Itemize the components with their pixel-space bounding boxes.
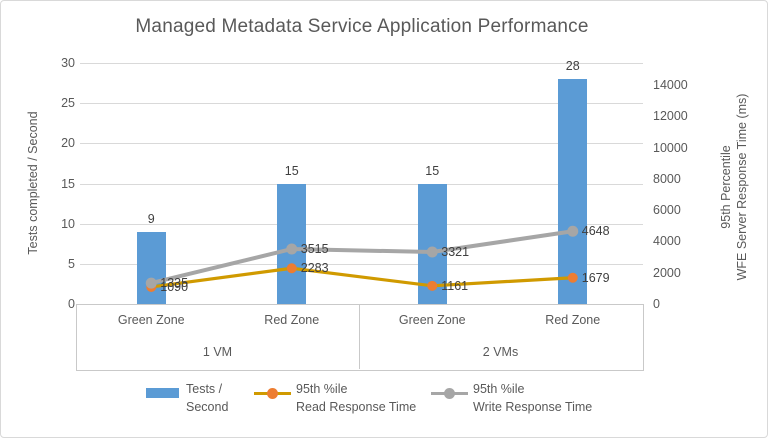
category-group-label: 2 VMs	[482, 345, 519, 359]
left-axis-tick-label: 20	[61, 136, 75, 151]
point-data-label: 3321	[441, 245, 470, 260]
gridline	[80, 103, 643, 105]
legend-label-line: Second	[186, 400, 229, 414]
legend-label-line: 95th %ile	[473, 382, 525, 396]
point-data-label: 1679	[581, 270, 610, 285]
right-axis-tick-label: 12000	[653, 109, 688, 124]
legend-label: 95th %ile Read Response Time	[296, 380, 416, 416]
left-axis-tick-label: 10	[61, 216, 75, 231]
category-label: Green Zone	[398, 313, 466, 327]
left-axis-tick-label: 30	[61, 56, 75, 70]
right-axis-tick-label: 4000	[653, 234, 681, 249]
category-label: Red Zone	[545, 313, 601, 327]
legend-swatch-bar	[146, 388, 179, 398]
category-group-label: 1 VM	[202, 345, 233, 359]
point-data-label: 1335	[160, 276, 189, 291]
legend-label-line: Tests /	[186, 382, 223, 396]
right-axis-title-line1: 95th Percentile	[719, 145, 733, 229]
bar-data-label: 9	[147, 211, 155, 226]
legend-label: Tests / Second	[186, 380, 228, 416]
category-label: Red Zone	[264, 313, 320, 327]
bar-data-label: 28	[565, 59, 580, 74]
right-axis-tick-label: 14000	[653, 77, 688, 92]
line-series-0	[151, 266, 573, 289]
line-series-1	[150, 229, 574, 286]
legend-swatch-marker	[267, 387, 278, 399]
right-axis-tick-label: 6000	[653, 203, 681, 218]
point-data-label: 4648	[581, 224, 610, 239]
right-axis-tick-label: 10000	[653, 140, 688, 155]
gridline	[80, 223, 643, 225]
legend-swatch-marker	[444, 387, 455, 399]
bar-data-label: 15	[425, 163, 440, 178]
right-axis-tick-label: 0	[653, 297, 660, 311]
chart-title: Managed Metadata Service Application Per…	[135, 16, 589, 37]
right-axis-tick-label: 2000	[653, 265, 681, 280]
bar-data-label: 15	[284, 163, 299, 178]
gridline	[80, 63, 643, 64]
legend-label-line: 95th %ile	[296, 382, 348, 396]
left-axis-tick-label: 0	[68, 297, 75, 311]
legend-label-line: Read Response Time	[296, 400, 417, 414]
point-data-label: 3515	[300, 241, 329, 256]
gridline	[80, 143, 643, 145]
category-axis-box	[76, 304, 644, 371]
left-axis-tick-label: 5	[68, 256, 75, 271]
left-axis-tick-label: 15	[61, 176, 75, 191]
left-axis-tick-label: 25	[61, 96, 75, 111]
legend-label-line: Write Response Time	[473, 400, 593, 414]
category-group-divider	[359, 304, 360, 369]
gridline	[80, 183, 643, 185]
category-label: Green Zone	[117, 313, 185, 327]
legend-label: 95th %ile Write Response Time	[473, 380, 592, 416]
right-axis-tick-label: 8000	[653, 171, 681, 186]
right-axis-title-line2: WFE Server Response Time (ms)	[735, 93, 749, 281]
point-data-label: 1161	[441, 278, 469, 293]
right-axis-title: 95th Percentile WFE Server Response Time…	[718, 94, 750, 281]
point-data-label: 2283	[300, 261, 329, 276]
